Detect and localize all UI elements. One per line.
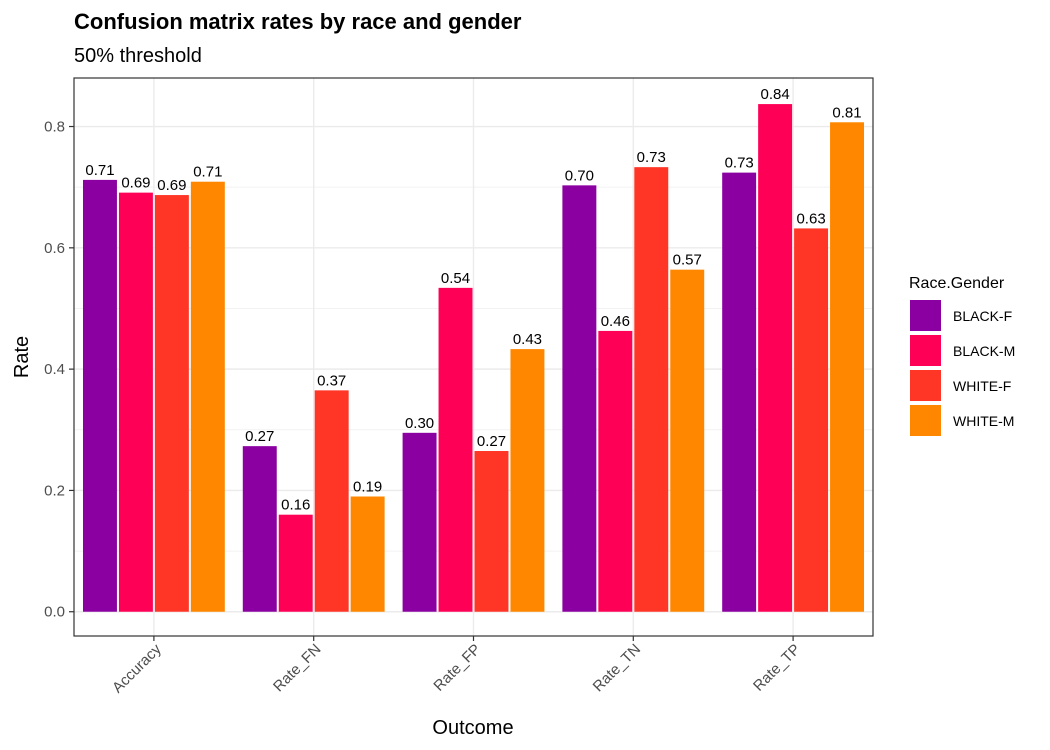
legend-label: WHITE-M <box>953 413 1014 429</box>
bar <box>598 330 633 612</box>
bar-value-label: 0.19 <box>353 479 382 496</box>
legend-swatch <box>910 370 941 401</box>
bar-value-label: 0.84 <box>761 86 790 103</box>
x-axis: Accuracy Rate_FN Rate_FP Rate_TN Rate_TP <box>109 636 804 696</box>
y-tick-label: 0.6 <box>44 240 65 257</box>
bar-value-label: 0.54 <box>441 270 470 287</box>
legend-label: WHITE-F <box>953 378 1011 394</box>
bar-value-label: 0.73 <box>637 149 666 166</box>
x-tick-label: Accuracy <box>109 640 165 696</box>
y-tick-label: 0.0 <box>44 604 65 621</box>
legend-label: BLACK-F <box>953 308 1012 324</box>
bar-value-label: 0.71 <box>193 164 222 181</box>
bar-value-label: 0.69 <box>121 175 150 192</box>
bar-value-label: 0.57 <box>673 252 702 269</box>
bar-value-label: 0.73 <box>725 155 754 172</box>
bar <box>670 269 705 612</box>
y-axis-title: Rate <box>11 336 33 378</box>
legend-swatch <box>910 335 941 366</box>
bars <box>82 104 865 612</box>
x-tick-label: Rate_TN <box>590 641 644 695</box>
bar-value-label: 0.27 <box>245 428 274 445</box>
bar <box>722 172 757 612</box>
bar-value-label: 0.70 <box>565 167 594 184</box>
x-tick-label: Rate_FP <box>430 641 484 695</box>
bar-labels: 0.71 0.69 0.69 0.71 0.27 0.16 0.37 0.19 0.30 0.54… <box>85 86 861 514</box>
bar <box>758 104 793 612</box>
bar <box>82 179 117 612</box>
bar <box>118 192 153 612</box>
bar <box>278 514 313 612</box>
bar-value-label: 0.69 <box>157 177 186 194</box>
y-tick-label: 0.8 <box>44 119 65 136</box>
bar-value-label: 0.16 <box>281 497 310 514</box>
bar-value-label: 0.71 <box>85 162 114 179</box>
legend-title: Race.Gender <box>909 275 1005 292</box>
bar <box>402 432 437 612</box>
legend-swatch <box>910 405 941 436</box>
bar <box>438 287 473 612</box>
legend-swatch <box>910 300 941 331</box>
bar-value-label: 0.27 <box>477 433 506 450</box>
legend-label: BLACK-M <box>953 343 1015 359</box>
x-tick-label: Rate_TP <box>750 641 804 695</box>
chart-title: Confusion matrix rates by race and gende… <box>74 9 522 34</box>
bar-value-label: 0.46 <box>601 313 630 330</box>
bar-value-label: 0.43 <box>513 331 542 348</box>
bar-value-label: 0.30 <box>405 415 434 432</box>
bar <box>634 167 669 612</box>
chart-subtitle: 50% threshold <box>74 45 202 67</box>
bar <box>154 195 189 612</box>
bar <box>190 181 225 612</box>
bar-value-label: 0.81 <box>832 104 861 121</box>
x-axis-title: Outcome <box>432 717 513 739</box>
bar-value-label: 0.63 <box>796 210 825 227</box>
bar <box>510 349 545 612</box>
x-tick-label: Rate_FN <box>270 641 324 695</box>
y-axis: 0.0 0.2 0.4 0.6 0.8 <box>44 119 74 621</box>
y-tick-label: 0.4 <box>44 361 65 378</box>
legend: Race.Gender BLACK-F BLACK-M WHITE-F WHITE-M <box>909 275 1015 436</box>
bar-value-label: 0.37 <box>317 372 346 389</box>
bar <box>314 390 349 612</box>
bar <box>350 496 385 612</box>
y-tick-label: 0.2 <box>44 482 65 499</box>
bar <box>242 446 277 612</box>
bar <box>830 122 865 612</box>
bar <box>474 451 509 612</box>
bar <box>794 228 829 612</box>
bar <box>562 185 597 612</box>
